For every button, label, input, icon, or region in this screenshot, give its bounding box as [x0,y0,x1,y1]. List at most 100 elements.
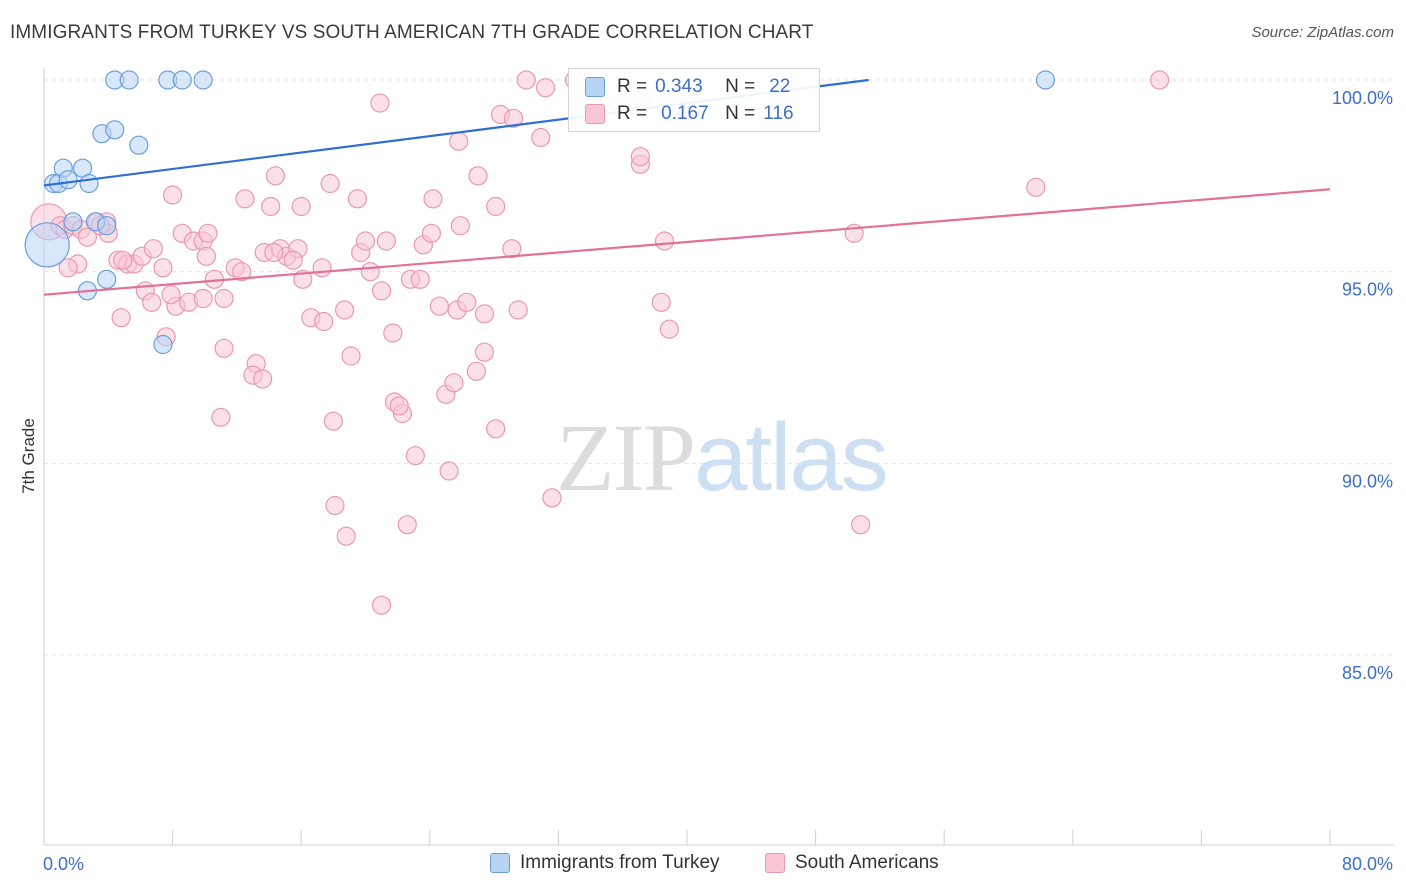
south-americans-point [196,246,216,266]
turkey-point [58,170,78,190]
watermark: ZIPatlas [556,402,889,513]
south-americans-point [376,231,396,251]
axes [43,68,1394,846]
blue-r-value: 0.343 [655,76,703,97]
immigrants-from-turkey-series [24,70,1056,355]
legend-swatch-blue [490,853,510,873]
stats-legend-box: R = 0.343 N = 22 R = 0.167 N = 116 [568,68,820,132]
south-americans-point [265,166,286,186]
south-americans-point [312,258,332,278]
pink-n-label: N = [725,103,756,124]
south-americans-point [153,258,173,278]
watermark-atlas: atlas [694,404,889,511]
south-americans-point [370,93,390,113]
y-tick-label: 90.0% [1342,471,1393,491]
legend-swatch-pink [765,853,785,873]
source-credit: Source: ZipAtlas.com [1251,24,1394,41]
south-americans-point [439,461,459,481]
south-americans-point [325,495,345,516]
south-americans-point [659,319,679,339]
bottom-legend: Immigrants from Turkey South Americans [0,852,1406,878]
south-americans-point [193,288,213,309]
watermark-zip: ZIP [556,404,696,511]
pink-n-value: 116 [763,103,794,124]
south-americans-point [143,239,163,259]
south-americans-point [651,292,671,312]
south-americans-point [347,189,368,209]
turkey-point [172,70,192,90]
south-americans-point [542,488,562,508]
south-americans-point [503,108,523,128]
south-americans-point [335,300,355,320]
south-americans-point [113,250,133,270]
south-americans-point [336,526,356,546]
south-americans-point [383,323,403,343]
axis-labels: 85.0% 90.0% 95.0% 100.0% 0.0% 80.0% 7th Grade [19,88,1393,874]
south-americans-point [389,396,409,416]
legend-item-south-americans[interactable]: South Americans [765,852,939,874]
turkey-point [79,173,99,194]
south-americans-point [161,285,181,305]
south-americans-point [486,419,506,439]
turkey-point [129,135,149,155]
grid-lines [44,79,1394,656]
south-americans-point [531,127,551,148]
south-americans-point [429,296,450,316]
south-americans-point [235,189,255,209]
turkey-point [63,212,83,232]
blue-r-label: R = [617,76,648,97]
south-americans-point [457,292,477,312]
pink-r-label: R = [617,103,648,124]
south-americans-point [58,258,78,278]
turkey-point [153,334,173,355]
south-americans-point [449,131,469,151]
south-americans-point [320,173,340,194]
south-americans-point [111,308,131,328]
south-americans-point [371,595,392,615]
stats-row-blue: R = 0.343 N = 22 [585,76,790,98]
turkey-point [193,70,213,90]
south-americans-point [77,227,98,247]
stats-row-pink: R = 0.167 N = 116 [585,103,794,125]
south-americans-point [450,216,470,236]
south-americans-point [444,373,464,393]
y-tick-label: 85.0% [1342,663,1393,683]
south-americans-point [198,223,218,243]
turkey-point [1035,70,1056,90]
south-americans-point [502,239,522,259]
south-americans-point [630,147,650,167]
south-americans-point [214,288,234,309]
south-americans-point [355,231,376,251]
pink-swatch [585,104,605,124]
blue-n-value: 22 [769,76,791,97]
south-americans-point [323,411,343,431]
south-americans-point [360,262,380,282]
south-americans-point [211,407,231,427]
south-americans-point [214,338,234,358]
south-americans-point [466,361,487,381]
south-americans-point [474,304,495,324]
south-americans-point [261,196,281,217]
x-tick-label-min: 0.0% [43,854,84,874]
south-americans-point [163,185,183,205]
south-americans-point [486,196,506,217]
south-americans-point [314,311,334,332]
pink-r-value: 0.167 [661,103,709,124]
south-americans-point [253,369,273,389]
south-americans-point [371,281,392,301]
south-americans-point [654,231,675,251]
south-americans-point [232,262,252,282]
south-americans-point [421,223,442,243]
south-americans-point [508,300,528,320]
south-americans-point [283,250,303,270]
south-americans-point [474,342,495,362]
south-americans-point [468,166,488,186]
legend-item-turkey[interactable]: Immigrants from Turkey [490,852,720,874]
south-americans-point [264,242,284,263]
south-americans-point [291,196,311,217]
blue-n-label: N = [725,76,756,97]
y-tick-label: 95.0% [1342,280,1393,300]
turkey-point [97,269,117,289]
south-americans-point [142,292,162,312]
